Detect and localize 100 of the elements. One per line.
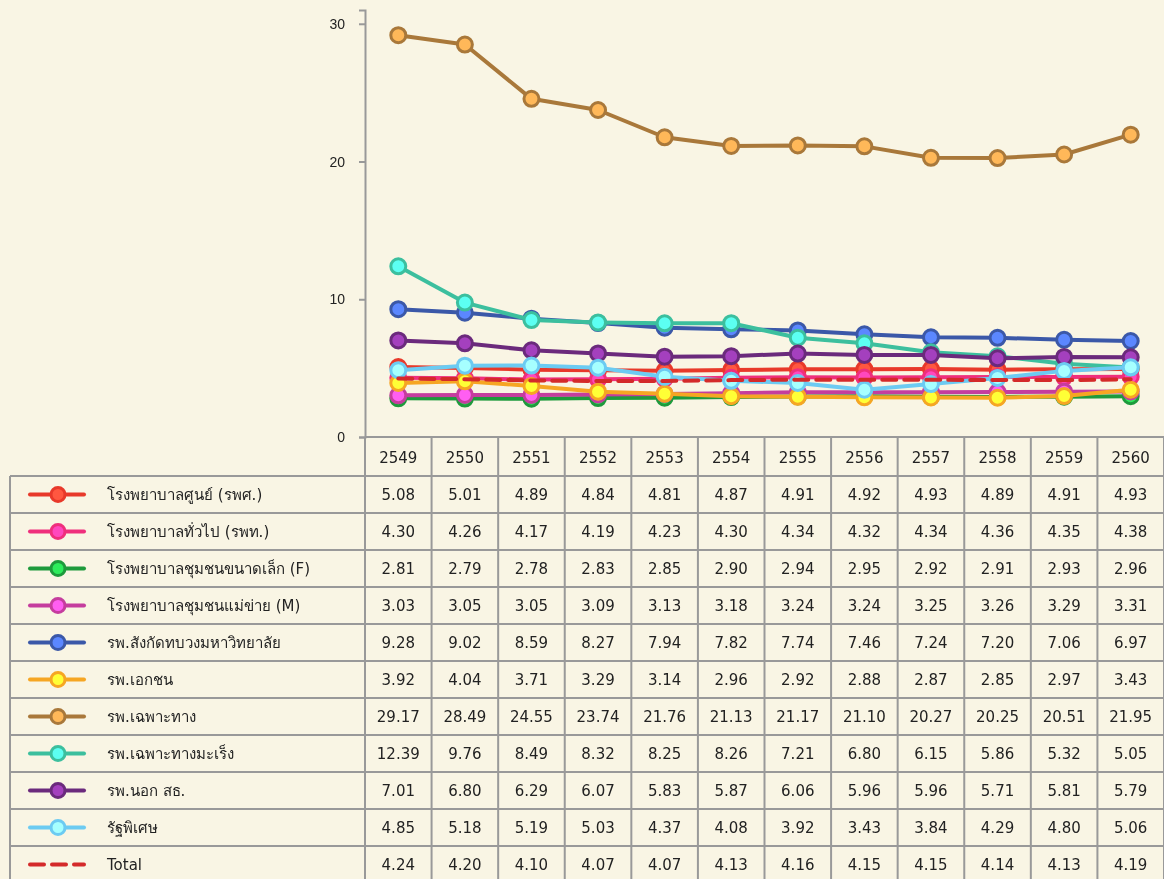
data-label: 5.19 [514, 818, 549, 837]
x-tick-label: 2560 [1111, 448, 1150, 467]
data-label: 7.06 [1047, 633, 1081, 652]
data-label: 4.84 [581, 485, 615, 504]
data-label: 2.90 [714, 559, 748, 578]
data-label: 23.74 [576, 707, 620, 726]
data-label: 2.79 [448, 559, 482, 578]
data-label: 5.96 [847, 781, 882, 800]
data-label: 7.24 [914, 633, 948, 652]
y-tick-label: 30 [329, 15, 346, 32]
data-label: 7.82 [714, 633, 748, 652]
data-label: 4.89 [980, 485, 1015, 504]
data-label: 3.29 [581, 670, 615, 689]
data-label: 21.95 [1109, 707, 1153, 726]
y-tick-label: 0 [337, 428, 346, 445]
data-label: 3.92 [781, 818, 815, 837]
data-label: 2.97 [1047, 670, 1081, 689]
data-label: 4.04 [448, 670, 482, 689]
data-label: 8.25 [647, 744, 682, 763]
data-label: 5.96 [914, 781, 948, 800]
data-label: 24.55 [509, 707, 553, 726]
data-label: 8.32 [581, 744, 615, 763]
data-label: 4.19 [1114, 855, 1148, 874]
data-label: 4.17 [514, 522, 549, 541]
data-label: 4.15 [914, 855, 948, 874]
data-label: 4.15 [847, 855, 882, 874]
data-label: 6.29 [514, 781, 549, 800]
data-label: 7.46 [847, 633, 882, 652]
data-label: 2.85 [980, 670, 1015, 689]
x-tick-label: 2556 [845, 448, 884, 467]
x-tick-label: 2559 [1045, 448, 1084, 467]
data-label: 3.71 [514, 670, 549, 689]
data-label: 20.25 [976, 707, 1020, 726]
data-label: 8.59 [514, 633, 549, 652]
data-label: 4.24 [381, 855, 415, 874]
data-label: 5.18 [448, 818, 482, 837]
data-label: 4.26 [448, 522, 482, 541]
data-label: 4.14 [980, 855, 1015, 874]
data-label: 4.23 [647, 522, 682, 541]
x-tick-label: 2557 [911, 448, 951, 467]
x-tick-label: 2554 [712, 448, 751, 467]
data-label: 4.16 [781, 855, 815, 874]
data-label: 2.92 [914, 559, 948, 578]
data-label: 4.20 [448, 855, 482, 874]
data-label: 4.92 [847, 485, 882, 504]
data-label: 21.10 [842, 707, 886, 726]
data-label: 2.88 [847, 670, 882, 689]
data-label: 4.19 [581, 522, 615, 541]
data-label: 7.01 [381, 781, 415, 800]
data-label: 2.96 [1114, 559, 1148, 578]
data-label: 5.71 [980, 781, 1015, 800]
legend-label: รพ.สังกัดทบวงมหาวิทยาลัย [107, 633, 281, 652]
data-label: 3.09 [581, 596, 615, 615]
data-label: 7.94 [647, 633, 682, 652]
data-label: 3.25 [914, 596, 948, 615]
x-tick-label: 2551 [512, 448, 551, 467]
x-tick-label: 2552 [578, 448, 618, 467]
data-label: 2.93 [1047, 559, 1081, 578]
data-label: 5.83 [647, 781, 682, 800]
data-label: 5.81 [1047, 781, 1081, 800]
data-label: 3.26 [980, 596, 1015, 615]
legend-label: รพ.เอกชน [107, 670, 173, 689]
data-label: 28.49 [443, 707, 487, 726]
data-label: 4.34 [781, 522, 815, 541]
data-label: 21.76 [643, 707, 687, 726]
legend-label: รพ.เฉพาะทางมะเร็ง [107, 743, 234, 763]
data-label: 4.91 [781, 485, 815, 504]
data-label: 3.24 [781, 596, 815, 615]
data-label: 4.30 [714, 522, 748, 541]
data-label: 4.91 [1047, 485, 1081, 504]
data-label: 2.87 [914, 670, 948, 689]
data-label: 7.21 [781, 744, 815, 763]
data-label: 4.07 [581, 855, 615, 874]
legend-label: Total [106, 855, 143, 874]
x-tick-label: 2553 [645, 448, 684, 467]
data-label: 20.51 [1042, 707, 1086, 726]
x-tick-label: 2550 [445, 448, 484, 467]
legend-label: รพ.เฉพาะทาง [107, 707, 196, 726]
x-tick-label: 2558 [978, 448, 1017, 467]
data-label: 9.02 [448, 633, 482, 652]
data-label: 5.05 [1114, 744, 1148, 763]
data-label: 4.07 [647, 855, 682, 874]
data-label: 8.49 [514, 744, 549, 763]
data-label: 5.01 [448, 485, 482, 504]
data-label: 9.28 [381, 633, 415, 652]
data-label: 4.29 [980, 818, 1015, 837]
data-label: 4.80 [1047, 818, 1081, 837]
data-label: 4.35 [1047, 522, 1081, 541]
legend-label: รัฐพิเศษ [107, 818, 158, 837]
data-label: 3.43 [1114, 670, 1148, 689]
data-label: 3.43 [847, 818, 882, 837]
data-label: 4.10 [514, 855, 549, 874]
data-label: 6.07 [581, 781, 615, 800]
data-label: 5.32 [1047, 744, 1081, 763]
data-label: 12.39 [376, 744, 420, 763]
data-label: 5.86 [980, 744, 1015, 763]
data-label: 2.78 [514, 559, 549, 578]
data-label: 4.89 [514, 485, 549, 504]
data-label: 3.13 [647, 596, 682, 615]
legend-label: โรงพยาบาลชุมชนแม่ข่าย (M) [107, 596, 301, 616]
